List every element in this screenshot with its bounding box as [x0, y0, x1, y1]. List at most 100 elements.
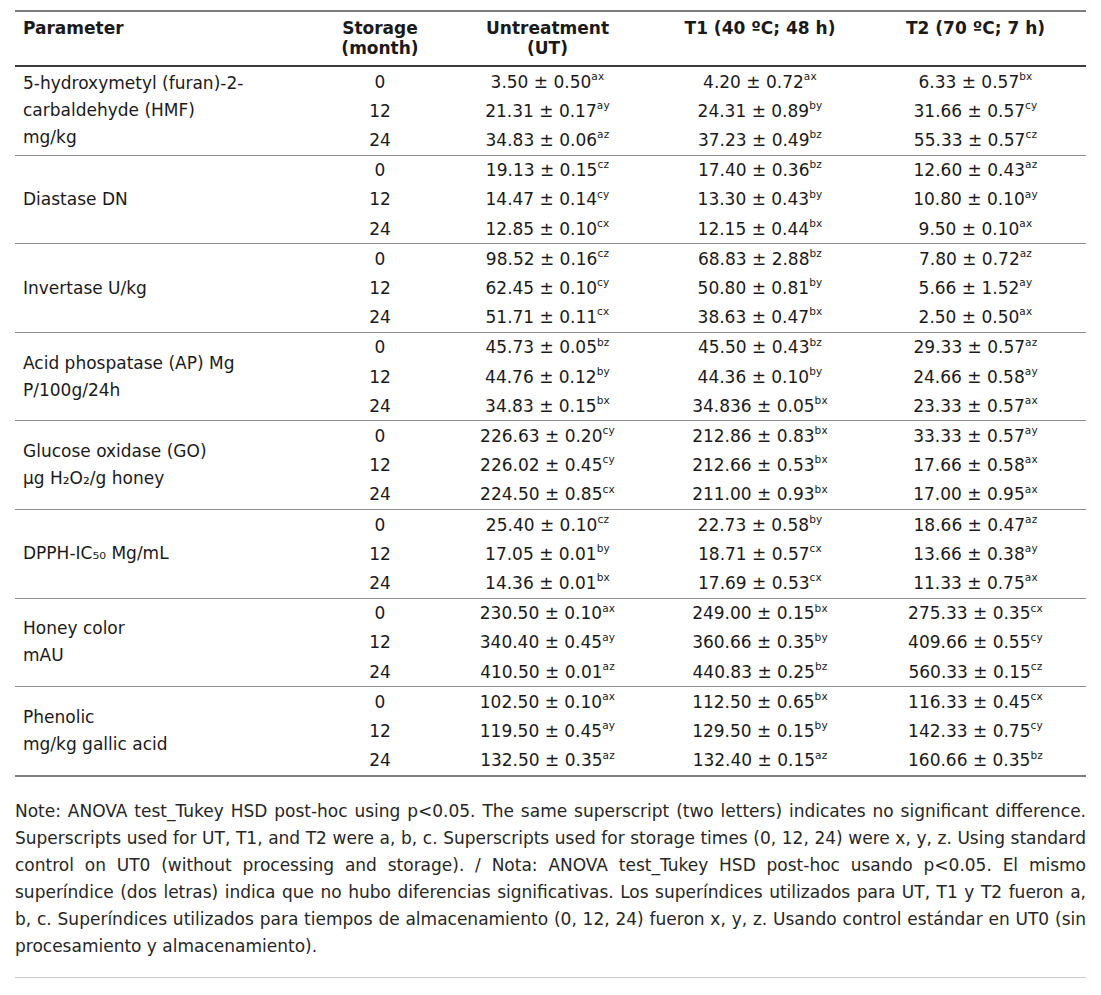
measurement-value: 340.40 ± 0.45	[480, 632, 602, 652]
table-row: Invertase U/kg098.52 ± 0.16cz68.83 ± 2.8…	[15, 244, 1086, 274]
ut-value-cell: 14.47 ± 0.14cy	[440, 185, 655, 214]
measurement-value: 17.69 ± 0.53	[698, 573, 810, 593]
measurement-value: 45.73 ± 0.05	[485, 337, 597, 357]
significance-superscript: bx	[597, 571, 610, 583]
storage-month-cell: 12	[320, 273, 440, 302]
t2-value-cell: 6.33 ± 0.57bx	[865, 66, 1086, 96]
significance-superscript: az	[603, 660, 615, 672]
measurement-value: 212.86 ± 0.83	[692, 426, 814, 446]
significance-superscript: ay	[602, 719, 615, 731]
t1-value-cell: 249.00 ± 0.15bx	[655, 598, 865, 628]
measurement-value: 34.83 ± 0.15	[485, 396, 597, 416]
measurement-value: 68.83 ± 2.88	[698, 249, 810, 269]
t1-value-cell: 13.30 ± 0.43by	[655, 185, 865, 214]
t1-value-cell: 440.83 ± 0.25bz	[655, 657, 865, 687]
measurement-value: 275.33 ± 0.35	[908, 603, 1030, 623]
significance-superscript: ax	[1025, 453, 1038, 465]
table-note: Note: ANOVA test_Tukey HSD post-hoc usin…	[15, 798, 1086, 960]
t1-value-cell: 45.50 ± 0.43bz	[655, 332, 865, 362]
parameter-label: Acid phospatase (AP) Mg P/100g/24h	[15, 332, 320, 421]
measurement-value: 44.36 ± 0.10	[698, 367, 810, 387]
measurement-value: 45.50 ± 0.43	[698, 337, 810, 357]
significance-superscript: bx	[597, 394, 610, 406]
significance-superscript: by	[597, 365, 610, 377]
measurement-value: 13.66 ± 0.38	[913, 544, 1025, 564]
measurement-value: 12.85 ± 0.10	[486, 219, 598, 239]
measurement-value: 24.66 ± 0.58	[913, 367, 1025, 387]
significance-superscript: ay	[597, 99, 610, 111]
table-row: Phenolic mg/kg gallic acid0102.50 ± 0.10…	[15, 687, 1086, 717]
significance-superscript: by	[809, 365, 822, 377]
measurement-value: 34.836 ± 0.05	[692, 396, 814, 416]
ut-value-cell: 132.50 ± 0.35az	[440, 746, 655, 776]
storage-month-cell: 12	[320, 96, 440, 125]
significance-superscript: ax	[1019, 305, 1032, 317]
ut-value-cell: 226.02 ± 0.45cy	[440, 451, 655, 480]
t2-value-cell: 23.33 ± 0.57ax	[865, 391, 1086, 421]
significance-superscript: cz	[597, 513, 609, 525]
col-header-untreatment: Untreatment (UT)	[440, 11, 655, 66]
measurement-value: 19.13 ± 0.15	[486, 160, 598, 180]
measurement-value: 2.50 ± 0.50	[919, 307, 1020, 327]
measurement-value: 116.33 ± 0.45	[908, 692, 1030, 712]
significance-superscript: bz	[1030, 749, 1043, 761]
storage-month-cell: 0	[320, 244, 440, 274]
storage-month-cell: 24	[320, 480, 440, 510]
t1-value-cell: 129.50 ± 0.15by	[655, 716, 865, 745]
ut-value-cell: 62.45 ± 0.10cy	[440, 273, 655, 302]
significance-superscript: bz	[810, 247, 823, 259]
significance-superscript: ax	[1025, 571, 1038, 583]
significance-superscript: cx	[1031, 602, 1043, 614]
significance-superscript: bx	[815, 602, 828, 614]
significance-superscript: cx	[810, 542, 822, 554]
measurement-value: 21.31 ± 0.17	[485, 101, 597, 121]
t2-value-cell: 24.66 ± 0.58ay	[865, 362, 1086, 391]
parameter-label: Glucose oxidase (GO) µg H₂O₂/g honey	[15, 421, 320, 510]
significance-superscript: az	[1020, 247, 1032, 259]
storage-month-cell: 0	[320, 66, 440, 96]
t2-value-cell: 13.66 ± 0.38ay	[865, 539, 1086, 568]
measurement-value: 119.50 ± 0.45	[480, 721, 602, 741]
table-row: DPPH-IC₅₀ Mg/mL025.40 ± 0.10cz22.73 ± 0.…	[15, 510, 1086, 540]
significance-superscript: bz	[810, 158, 823, 170]
significance-superscript: cy	[603, 424, 615, 436]
t1-value-cell: 360.66 ± 0.35by	[655, 628, 865, 657]
significance-superscript: ay	[1025, 542, 1038, 554]
measurement-value: 211.00 ± 0.93	[692, 484, 814, 504]
significance-superscript: cx	[810, 571, 822, 583]
t1-value-cell: 37.23 ± 0.49bz	[655, 125, 865, 155]
measurement-value: 226.63 ± 0.20	[480, 426, 602, 446]
ut-value-cell: 102.50 ± 0.10ax	[440, 687, 655, 717]
storage-month-cell: 0	[320, 687, 440, 717]
measurement-value: 224.50 ± 0.85	[480, 484, 602, 504]
parameter-label: 5-hydroxymetyl (furan)-2- carbaldehyde (…	[15, 66, 320, 155]
t1-value-cell: 24.31 ± 0.89by	[655, 96, 865, 125]
measurement-value: 112.50 ± 0.65	[692, 692, 814, 712]
t2-value-cell: 116.33 ± 0.45cx	[865, 687, 1086, 717]
storage-month-cell: 12	[320, 185, 440, 214]
measurement-value: 160.66 ± 0.35	[908, 750, 1030, 770]
measurement-value: 18.71 ± 0.57	[698, 544, 810, 564]
measurement-value: 50.80 ± 0.81	[698, 278, 810, 298]
measurement-value: 5.66 ± 1.52	[919, 278, 1020, 298]
ut-value-cell: 34.83 ± 0.15bx	[440, 391, 655, 421]
significance-superscript: bz	[810, 128, 823, 140]
ut-value-cell: 98.52 ± 0.16cz	[440, 244, 655, 274]
t1-value-cell: 50.80 ± 0.81by	[655, 273, 865, 302]
ut-value-cell: 340.40 ± 0.45ay	[440, 628, 655, 657]
t2-value-cell: 5.66 ± 1.52ay	[865, 273, 1086, 302]
significance-superscript: cz	[597, 158, 609, 170]
significance-superscript: az	[815, 749, 827, 761]
measurement-value: 14.47 ± 0.14	[486, 189, 598, 209]
significance-superscript: bx	[815, 394, 828, 406]
ut-value-cell: 21.31 ± 0.17ay	[440, 96, 655, 125]
storage-month-cell: 24	[320, 303, 440, 333]
ut-value-cell: 19.13 ± 0.15cz	[440, 155, 655, 185]
significance-superscript: cz	[597, 247, 609, 259]
t2-value-cell: 7.80 ± 0.72az	[865, 244, 1086, 274]
t1-value-cell: 212.66 ± 0.53bx	[655, 451, 865, 480]
significance-superscript: ay	[602, 631, 615, 643]
ut-value-cell: 14.36 ± 0.01bx	[440, 568, 655, 598]
measurement-value: 17.66 ± 0.58	[913, 455, 1025, 475]
storage-month-cell: 12	[320, 539, 440, 568]
